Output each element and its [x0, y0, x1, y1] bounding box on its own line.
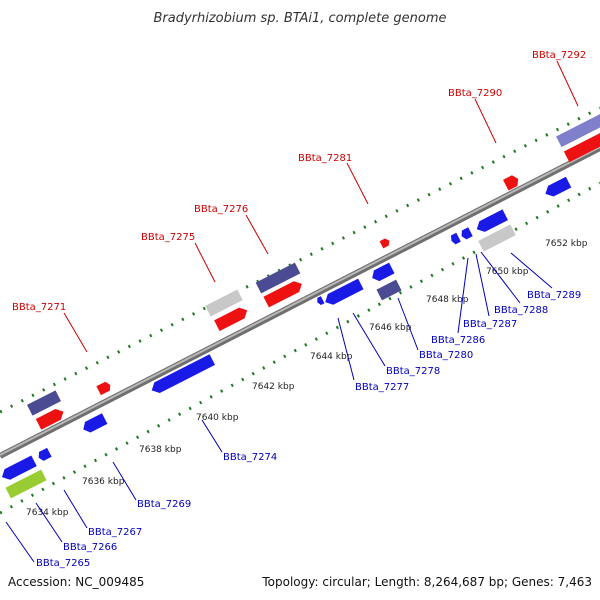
genome-summary-text: Topology: circular; Length: 8,264,687 bp…	[261, 575, 592, 589]
forward-genes	[27, 112, 600, 430]
gene-block-blue-small[interactable]	[449, 232, 461, 246]
gene-block-red[interactable]	[214, 305, 250, 332]
forward-gene-labels: BBta_7271 BBta_7275 BBta_7276 BBta_7281 …	[12, 50, 586, 353]
gene-label[interactable]: BBta_7269	[137, 499, 191, 510]
scale-label: 7640 kbp	[196, 413, 239, 423]
reverse-gene-labels: BBta_7265 BBta_7266 BBta_7267 BBta_7269 …	[5, 251, 581, 569]
gene-block-blue[interactable]	[322, 278, 364, 308]
gene-label[interactable]: BBta_7274	[223, 452, 277, 463]
gene-label[interactable]: BBta_7289	[527, 290, 581, 301]
scale-label: 7638 kbp	[139, 445, 182, 455]
gene-label[interactable]: BBta_7292	[532, 50, 586, 61]
gene-block-blue[interactable]	[0, 455, 37, 482]
gene-block-blue-small[interactable]	[459, 227, 473, 240]
gene-block-blue[interactable]	[369, 262, 395, 284]
gene-block-red[interactable]	[503, 173, 521, 191]
gene-block-navy[interactable]	[255, 262, 301, 294]
gene-block-lavender[interactable]	[556, 112, 600, 148]
scale-label: 7646 kbp	[369, 323, 412, 333]
gene-label[interactable]: BBta_7288	[494, 305, 548, 316]
gene-label[interactable]: BBta_7287	[463, 319, 517, 330]
gene-label[interactable]: BBta_7286	[431, 335, 485, 346]
gene-block-blue-small[interactable]	[36, 447, 52, 462]
scale-label: 7634 kbp	[26, 508, 69, 518]
gene-block-navy[interactable]	[376, 279, 402, 301]
gene-block-red[interactable]	[263, 279, 304, 308]
gene-label[interactable]: BBta_7267	[88, 527, 142, 538]
scale-label: 7644 kbp	[310, 352, 353, 362]
scale-label: 7636 kbp	[82, 477, 125, 487]
gene-block-blue[interactable]	[149, 354, 216, 396]
genome-backbone	[0, 145, 600, 459]
scale-label: 7652 kbp	[545, 239, 588, 249]
gene-label[interactable]: BBta_7265	[36, 558, 90, 569]
gene-label[interactable]: BBta_7271	[12, 302, 66, 313]
gene-block-blue[interactable]	[543, 176, 572, 199]
gene-label[interactable]: BBta_7266	[63, 542, 117, 553]
gene-block-grey[interactable]	[205, 289, 243, 317]
scale-label: 7650 kbp	[486, 267, 529, 277]
gene-block-red-small[interactable]	[96, 380, 112, 396]
gene-block-blue[interactable]	[81, 413, 108, 435]
gene-block-red-small[interactable]	[379, 237, 392, 249]
map-title: Bradyrhizobium sp. BTAi1, complete genom…	[153, 11, 446, 26]
gene-label[interactable]: BBta_7290	[448, 88, 502, 99]
gene-label[interactable]: BBta_7278	[386, 366, 440, 377]
gene-label[interactable]: BBta_7280	[419, 350, 473, 361]
gene-label[interactable]: BBta_7276	[194, 204, 248, 215]
gene-block-navy[interactable]	[27, 390, 61, 416]
gene-block-green[interactable]	[5, 469, 47, 499]
gene-label[interactable]: BBta_7281	[298, 153, 352, 164]
scale-label: 7648 kbp	[426, 295, 469, 305]
gene-block-blue-small[interactable]	[316, 296, 325, 306]
scale-labels: 7634 kbp 7636 kbp 7638 kbp 7640 kbp 7642…	[26, 239, 588, 518]
gene-label[interactable]: BBta_7275	[141, 232, 195, 243]
reverse-genes	[0, 176, 572, 499]
outer-tick-track	[0, 106, 600, 414]
gene-block-red[interactable]	[563, 130, 600, 163]
gene-label[interactable]: BBta_7277	[355, 382, 409, 393]
gene-block-red[interactable]	[35, 406, 66, 430]
accession-text: Accession: NC_009485	[8, 575, 144, 589]
gene-block-grey[interactable]	[478, 224, 516, 252]
scale-label: 7642 kbp	[252, 382, 295, 392]
gene-block-blue[interactable]	[474, 209, 508, 234]
